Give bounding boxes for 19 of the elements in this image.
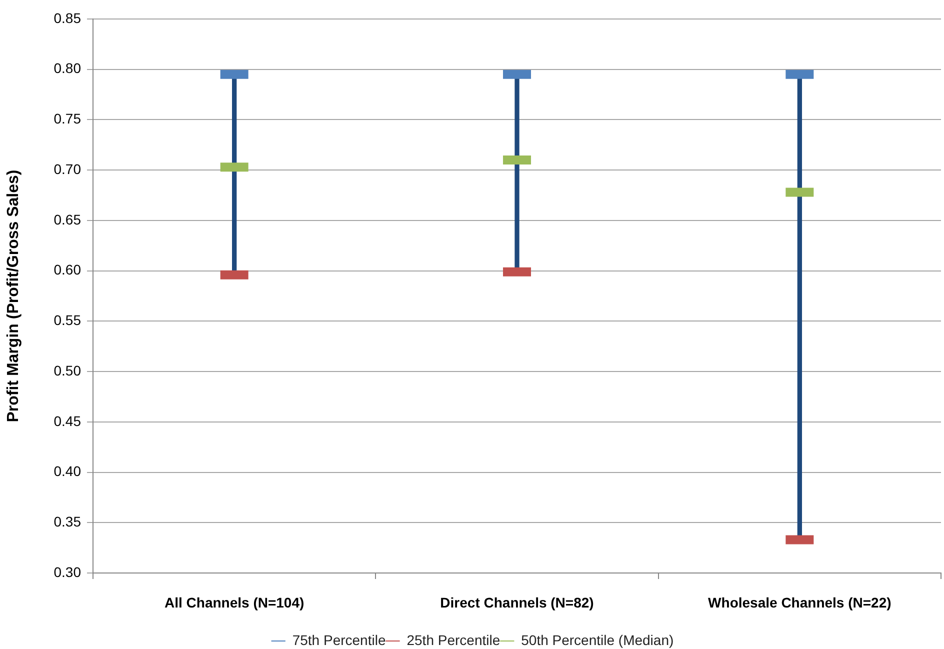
y-tick-label: 0.30	[54, 564, 82, 580]
legend-label: 75th Percentile	[292, 632, 386, 648]
y-axis-title: Profit Margin (Profit/Gross Sales)	[5, 170, 22, 422]
x-tick-label: Direct Channels (N=82)	[440, 594, 594, 610]
y-tick-label: 0.50	[54, 362, 82, 378]
y-tick-label: 0.55	[54, 312, 82, 328]
y-tick-label: 0.70	[54, 160, 82, 177]
y-tick-label: 0.40	[54, 463, 82, 480]
legend-label: 50th Percentile (Median)	[521, 632, 674, 648]
y-tick-label: 0.85	[54, 10, 82, 26]
y-tick-label: 0.60	[54, 262, 82, 278]
y-tick-label: 0.35	[54, 513, 82, 530]
y-tick-label: 0.80	[54, 60, 82, 76]
legend-label: 25th Percentile	[406, 632, 500, 648]
y-tick-label: 0.75	[54, 110, 82, 127]
x-tick-label: Wholesale Channels (N=22)	[708, 594, 892, 610]
x-tick-label: All Channels (N=104)	[164, 594, 304, 610]
y-tick-label: 0.45	[54, 412, 82, 429]
y-tick-label: 0.65	[54, 211, 82, 228]
